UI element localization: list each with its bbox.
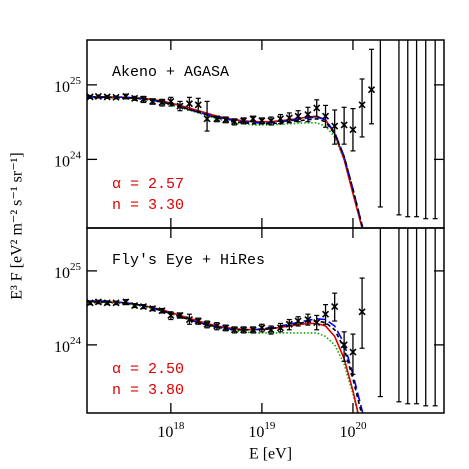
panel-frame xyxy=(86,227,445,414)
data-point xyxy=(258,324,266,332)
data-point xyxy=(285,320,293,328)
data-point xyxy=(203,115,211,123)
data-point xyxy=(131,301,139,310)
data-point xyxy=(112,93,120,101)
y-tick-label: 1024 xyxy=(54,149,82,170)
data-point xyxy=(222,324,230,332)
plot-area xyxy=(87,40,438,228)
data-point xyxy=(304,110,312,119)
data-point xyxy=(213,115,221,123)
data-point xyxy=(149,97,157,105)
data-point xyxy=(313,319,321,327)
data-point xyxy=(87,93,94,101)
data-point xyxy=(213,322,221,330)
data-point xyxy=(349,126,357,134)
data-point xyxy=(149,304,157,313)
data-point xyxy=(321,112,330,120)
data-point xyxy=(176,102,184,110)
x-tick-label: 1018 xyxy=(157,420,185,441)
data-point xyxy=(158,98,166,107)
data-point xyxy=(294,317,302,325)
panel-label: Akeno + AGASA xyxy=(112,64,229,81)
data-point xyxy=(276,324,285,332)
data-point xyxy=(367,86,376,94)
fit-parameter: α = 2.57 xyxy=(112,176,184,193)
data-point xyxy=(340,121,348,129)
data-point xyxy=(331,302,339,311)
data-point xyxy=(194,317,202,325)
data-point xyxy=(158,307,166,315)
data-point xyxy=(267,117,275,125)
fit-parameter: n = 3.80 xyxy=(112,382,184,399)
data-point xyxy=(185,100,193,108)
data-point xyxy=(340,341,348,349)
model-curve xyxy=(87,301,363,413)
x-axis-label: E [eV] xyxy=(249,446,292,463)
data-point xyxy=(304,315,312,324)
data-point xyxy=(285,114,293,122)
data-point xyxy=(122,298,130,306)
data-point xyxy=(358,308,366,316)
data-point xyxy=(294,112,302,120)
data-point xyxy=(267,326,275,334)
data-point xyxy=(139,95,147,103)
x-tick-label: 1020 xyxy=(339,420,367,441)
data-point xyxy=(167,97,175,105)
data-point xyxy=(331,122,339,130)
data-point xyxy=(94,92,102,100)
data-point xyxy=(240,326,248,334)
data-point xyxy=(230,326,239,334)
data-point xyxy=(94,298,102,306)
data-point xyxy=(276,115,285,123)
data-point xyxy=(194,101,202,109)
data-point xyxy=(321,310,330,318)
data-point xyxy=(230,118,239,126)
data-point xyxy=(240,117,248,125)
data-point xyxy=(122,92,130,100)
data-point xyxy=(203,320,211,328)
y-axis-label: E³ F [eV² m⁻² s⁻¹ sr⁻¹] xyxy=(9,152,26,300)
data-point xyxy=(249,326,257,334)
y-tick-label: 1025 xyxy=(54,74,82,95)
data-point xyxy=(103,93,111,101)
data-point xyxy=(349,348,357,356)
data-point xyxy=(358,101,366,109)
data-point xyxy=(313,104,321,112)
data-point xyxy=(131,94,139,102)
data-point xyxy=(167,311,175,320)
y-tick-label: 1024 xyxy=(54,334,82,355)
x-tick-label: 1019 xyxy=(248,420,276,441)
plot-area xyxy=(87,228,438,413)
data-point xyxy=(258,117,266,125)
fit-parameter: α = 2.50 xyxy=(112,361,184,378)
data-point xyxy=(87,299,94,307)
data-point xyxy=(139,302,147,311)
panel-label: Fly's Eye + HiRes xyxy=(112,252,265,269)
fit-parameter: n = 3.30 xyxy=(112,197,184,214)
data-point xyxy=(185,315,193,324)
data-point xyxy=(112,299,120,307)
data-point xyxy=(176,311,184,320)
data-point xyxy=(222,116,230,124)
data-point xyxy=(249,115,257,123)
data-point xyxy=(103,299,111,307)
y-tick-label: 1025 xyxy=(54,260,82,281)
